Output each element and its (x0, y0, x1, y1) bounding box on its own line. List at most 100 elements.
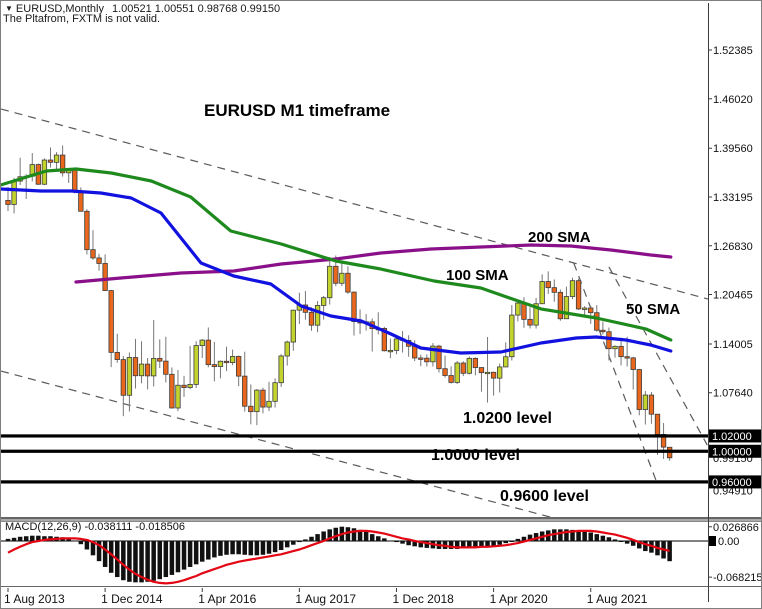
macd-histogram-bar (297, 541, 302, 543)
macd-histogram-bar (558, 529, 563, 541)
candle-body (327, 265, 333, 299)
macd-histogram-bar (406, 541, 411, 546)
macd-histogram-bar (612, 539, 618, 541)
candle-body (132, 357, 139, 377)
level-line-0.96[interactable] (1, 480, 708, 484)
macd-histogram-bar (333, 527, 339, 541)
macd-histogram-bar (266, 541, 272, 554)
candle-body (594, 312, 600, 331)
level-0-9600-label: 0.9600 level (500, 488, 589, 505)
candle-body (308, 311, 315, 326)
trendline-lower-channel[interactable] (1, 370, 554, 519)
candle-body (484, 371, 491, 375)
candle-body (84, 210, 90, 251)
level-line-1[interactable] (1, 449, 708, 453)
date-tick-label: 1 Apr 2020 (490, 592, 548, 606)
macd-histogram-bar (588, 532, 593, 541)
candle-body (588, 307, 594, 314)
macd-histogram-bar (169, 541, 175, 575)
panel-separator[interactable] (1, 518, 761, 522)
candle-body (624, 356, 630, 359)
date-tick-label: 1 Aug 2021 (587, 592, 648, 606)
trendline-steep-channel-right[interactable] (608, 266, 708, 446)
macd-histogram-bar (527, 534, 533, 541)
macd-histogram-bar (570, 529, 575, 541)
macd-histogram-bar (30, 535, 35, 541)
macd-histogram-bar (479, 541, 484, 547)
macd-histogram-bar (278, 541, 284, 551)
candle-body (211, 364, 218, 367)
trendline-steep-channel-left[interactable] (573, 262, 657, 482)
macd-histogram-bar (327, 529, 332, 541)
macd-histogram-bar (36, 535, 41, 541)
macd-signal-line[interactable] (7, 529, 670, 585)
macd-histogram-bar (309, 536, 314, 541)
macd-tick-label: -0.068215 (713, 572, 762, 584)
symbol-dropdown-icon[interactable]: ▼ (5, 4, 13, 13)
candle-body (436, 345, 442, 370)
macd-histogram-bar (533, 533, 539, 541)
candle-body (59, 154, 66, 174)
macd-histogram-bar (175, 541, 181, 573)
candle-body (345, 272, 351, 293)
sma-line-50-sma[interactable] (1, 187, 673, 355)
trendline-upper-channel[interactable] (1, 108, 709, 300)
macd-histogram-bar (42, 536, 47, 541)
level-line-1.02[interactable] (1, 434, 708, 438)
candle-body (393, 338, 400, 351)
candle-body (175, 384, 181, 409)
sma-line-100-sma[interactable] (1, 167, 673, 342)
macd-histogram-bar (187, 541, 193, 567)
candle-body (272, 382, 278, 402)
candle-body (533, 303, 539, 326)
candle-body (339, 272, 345, 284)
macd-histogram-bar (388, 540, 393, 542)
macd-histogram-bar (157, 541, 162, 580)
symbol-name: EURUSD,Monthly (15, 3, 104, 15)
sma100-label: 100 SMA (446, 267, 509, 284)
boxed-price-label: 1.02000 (712, 431, 752, 443)
macd-histogram-bar (491, 541, 496, 546)
macd-histogram-bar (509, 541, 515, 542)
macd-histogram-bar (11, 537, 17, 541)
level-1-0000-label: 1.0000 level (431, 447, 520, 464)
macd-histogram-bar (291, 541, 296, 545)
candle-body (187, 383, 193, 388)
candle-body (126, 357, 133, 396)
candle-body (612, 345, 618, 350)
macd-histogram-bar (96, 541, 102, 562)
candle-body (163, 360, 169, 375)
macd-chart-canvas[interactable]: 0.026866 0.00 -0.068215 (1, 520, 762, 588)
macd-histogram-bar (127, 541, 132, 582)
candle-body (266, 400, 272, 408)
macd-histogram-bar (363, 531, 369, 541)
candle-body (497, 366, 503, 379)
macd-histogram-bar (485, 541, 490, 547)
sma-line-200-sma[interactable] (74, 243, 673, 284)
macd-histogram-bar (473, 541, 478, 548)
macd-histogram-bar (582, 531, 587, 541)
candle-body (278, 355, 284, 384)
macd-histogram-bar (351, 528, 357, 541)
macd-histogram-bar (564, 529, 569, 541)
macd-histogram-bar (521, 536, 527, 541)
macd-histogram-bar (84, 541, 90, 550)
candle-body (460, 362, 466, 374)
macd-histogram-bar (643, 541, 648, 552)
candle-body (539, 281, 545, 305)
macd-histogram-bar (90, 541, 96, 556)
macd-histogram-bar (284, 541, 290, 548)
candle-body (108, 290, 114, 353)
macd-histogram-bar (376, 536, 381, 541)
date-tick-label: 1 Apr 2016 (198, 592, 256, 606)
macd-histogram-bar (181, 541, 187, 570)
macd-histogram-bar (72, 540, 78, 542)
price-chart-canvas[interactable]: 1.52385 1.46020 1.39560 1.33195 1.26830 1.204… (1, 1, 762, 520)
time-axis[interactable]: 1 Aug 2013 1 Dec 2014 1 Apr 2016 1 Aug 2017… (1, 588, 762, 609)
candle-body (527, 318, 533, 326)
candle-body (320, 297, 327, 306)
candle-body (636, 369, 642, 410)
price-tick-label: 1.14005 (713, 339, 753, 351)
candle-body (157, 358, 163, 362)
price-tick-label: 1.07640 (713, 388, 753, 400)
